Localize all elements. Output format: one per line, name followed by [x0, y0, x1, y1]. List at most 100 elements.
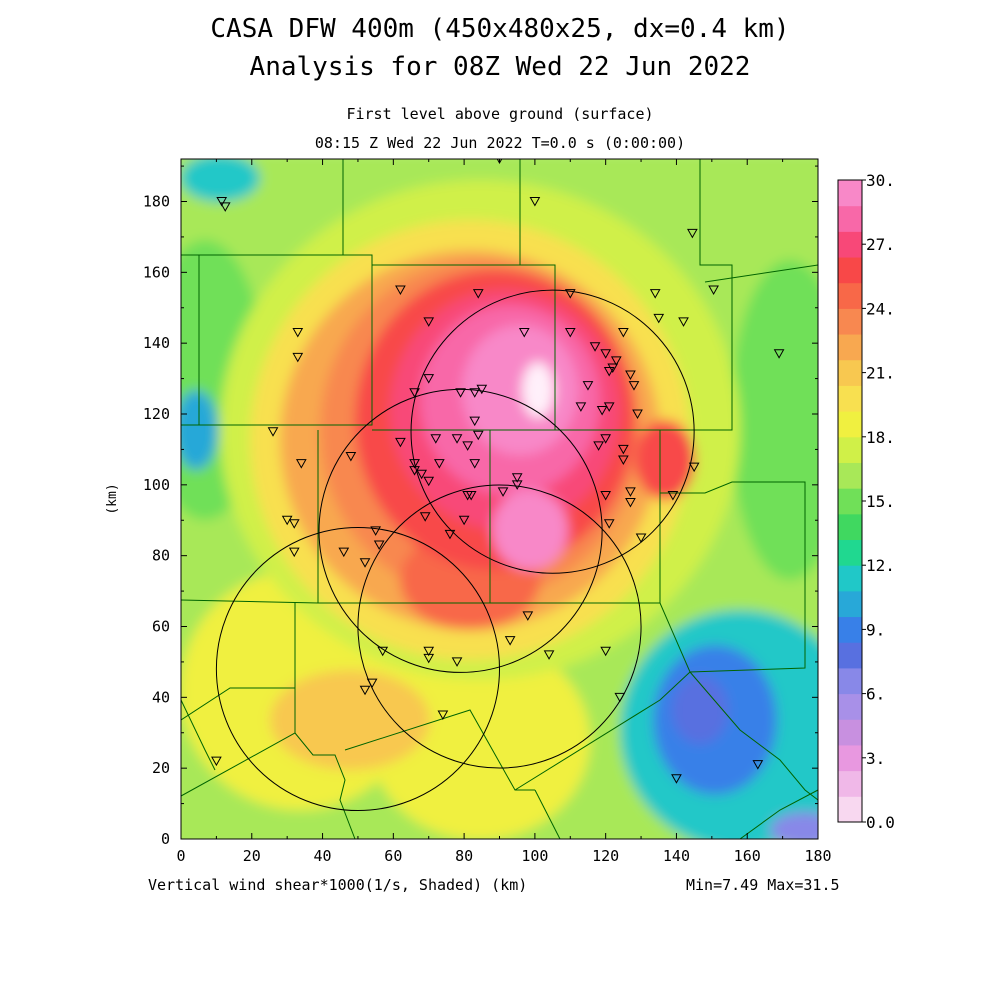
time-label: 08:15 Z Wed 22 Jun 2022 T=0.0 s (0:00:00… [314, 134, 686, 152]
colorbar-swatch [838, 565, 862, 592]
field-region-light-pink-south [492, 490, 568, 570]
colorbar-swatch [838, 462, 862, 489]
x-tick-label: 160 [734, 847, 761, 865]
station-marker [423, 476, 435, 487]
station-marker [653, 313, 665, 324]
colorbar-swatch [838, 411, 862, 438]
colorbar-swatch [838, 616, 862, 643]
county-line-20 [739, 789, 818, 839]
range-ring [215, 526, 501, 812]
station-marker [618, 455, 629, 466]
station-marker [511, 473, 523, 483]
station-marker [678, 317, 689, 327]
colorbar-swatch [838, 385, 862, 412]
field-region-northwest-cyan [181, 159, 260, 202]
colorbar-swatch [838, 796, 862, 823]
station-marker [596, 405, 608, 416]
station-marker [610, 356, 622, 366]
station-marker [359, 558, 371, 568]
station-marker [688, 462, 700, 473]
county-line-17 [514, 671, 691, 791]
station-marker [338, 547, 350, 558]
y-axis-label: (km) [105, 483, 120, 514]
station-marker [600, 646, 612, 657]
station-marker [564, 328, 576, 338]
station-marker [628, 381, 640, 391]
colorbar-swatch [838, 642, 862, 669]
station-marker [472, 289, 484, 299]
field-region-east-red [635, 420, 695, 500]
x-tick-label: 80 [455, 847, 473, 865]
x-tick-label: 0 [176, 847, 185, 865]
station-marker [216, 197, 228, 207]
station-marker [603, 402, 615, 412]
y-tick-label: 0 [161, 830, 170, 848]
range-ring [318, 388, 603, 673]
colorbar-swatch [838, 180, 862, 207]
station-marker [219, 202, 231, 212]
county-boundaries [181, 159, 818, 839]
colorbar-swatch [838, 257, 862, 284]
y-tick-label: 180 [143, 193, 170, 211]
colorbar-swatch [838, 719, 862, 746]
colorbar-label: 12. [866, 556, 895, 575]
x-tick-label: 180 [804, 847, 831, 865]
min-max-label: Min=7.49 Max=31.5 [686, 876, 840, 894]
station-marker [419, 512, 431, 522]
station-marker [395, 285, 406, 296]
x-tick-label: 20 [243, 847, 261, 865]
station-marker [618, 328, 629, 338]
colorbar-label: 15. [866, 492, 895, 511]
station-marker [603, 519, 615, 529]
colorbar-label: 6. [866, 685, 885, 704]
colorbar-swatch [838, 590, 862, 618]
colorbar-label: 9. [866, 620, 885, 639]
y-tick-label: 40 [152, 688, 170, 706]
station-marker [472, 430, 484, 441]
station-marker [469, 416, 481, 427]
colorbar-label: 27. [866, 235, 895, 254]
station-marker [433, 459, 445, 469]
colorbar-label: 3. [866, 749, 885, 768]
station-marker [603, 367, 615, 377]
station-marker [752, 760, 764, 770]
colorbar-swatch [838, 231, 862, 258]
station-marker [462, 441, 474, 451]
county-line-16 [344, 709, 535, 791]
axes: 0 20 40 60 80 100 120 140 160 180 0 20 40 60 80 100 120 1… [143, 159, 832, 865]
station-marker [625, 487, 636, 497]
station-marker [618, 444, 629, 455]
colorbar-swatch [838, 488, 862, 515]
county-line-14 [181, 699, 216, 771]
station-marker [359, 685, 371, 696]
station-marker [625, 498, 636, 508]
county-line-15 [294, 732, 356, 839]
colorbar-label: 24. [866, 299, 895, 318]
station-marker [671, 774, 682, 784]
station-marker [529, 197, 541, 207]
colorbar: 0.0 3. 6. 9. 12. 15. 18. 21. 24. 27. 30. [837, 171, 895, 832]
county-line-11 [704, 264, 818, 283]
y-tick-label: 100 [143, 476, 170, 494]
x-tick-label: 100 [521, 847, 548, 865]
station-marker [511, 480, 523, 490]
colorbar-swatch [838, 693, 862, 720]
shear-field [181, 159, 818, 839]
county-line-1 [181, 159, 373, 426]
field-region-light-pink-north [462, 325, 578, 455]
station-marker [708, 285, 719, 296]
station-marker [614, 692, 626, 703]
colorbar-label: 0.0 [866, 813, 895, 832]
station-marker [366, 678, 378, 689]
colorbar-swatch [838, 770, 862, 797]
y-tick-label: 160 [143, 263, 170, 281]
range-ring [357, 484, 642, 769]
field-region-south-yellow [370, 640, 590, 839]
station-marker [423, 653, 435, 664]
y-tick-label: 60 [152, 618, 170, 636]
chart-subtitle: Analysis for 08Z Wed 22 Jun 2022 [249, 52, 751, 82]
x-tick-label: 40 [314, 847, 332, 865]
station-marker [267, 427, 279, 437]
colorbar-swatch [838, 667, 862, 695]
station-marker [373, 540, 385, 551]
